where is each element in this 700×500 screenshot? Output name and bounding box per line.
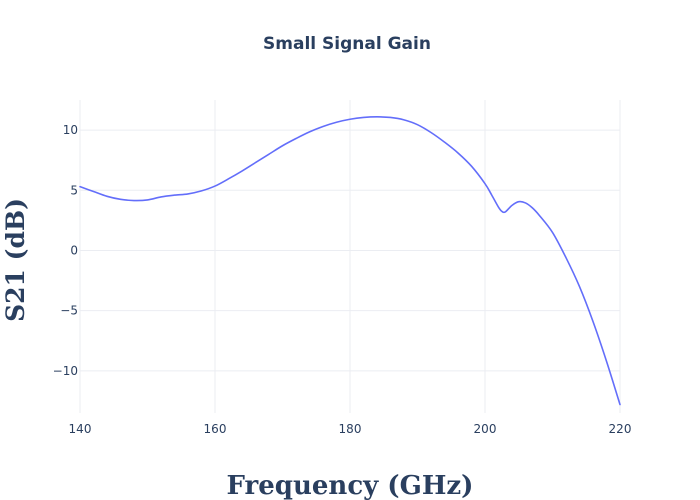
grid bbox=[79, 100, 621, 413]
y-tick-label: −5 bbox=[60, 304, 78, 318]
x-tick-label: 180 bbox=[339, 422, 362, 436]
x-tick-label: 220 bbox=[609, 422, 632, 436]
y-axis-label: S21 (dB) bbox=[1, 198, 30, 322]
x-tick-label: 200 bbox=[474, 422, 497, 436]
x-tick-label: 160 bbox=[204, 422, 227, 436]
x-axis-ticks: 140 160 180 200 220 bbox=[69, 422, 632, 436]
chart-title: Small Signal Gain bbox=[263, 34, 431, 54]
y-tick-label: 5 bbox=[70, 183, 78, 197]
x-axis-label: Frequency (GHz) bbox=[227, 471, 474, 500]
y-tick-label: −10 bbox=[53, 364, 78, 378]
y-axis-ticks: 10 5 0 −5 −10 bbox=[53, 123, 78, 378]
series-layer bbox=[79, 116, 621, 406]
y-tick-label: 0 bbox=[70, 243, 78, 257]
y-tick-label: 10 bbox=[63, 123, 78, 137]
x-tick-label: 140 bbox=[69, 422, 92, 436]
series-line bbox=[79, 116, 621, 406]
